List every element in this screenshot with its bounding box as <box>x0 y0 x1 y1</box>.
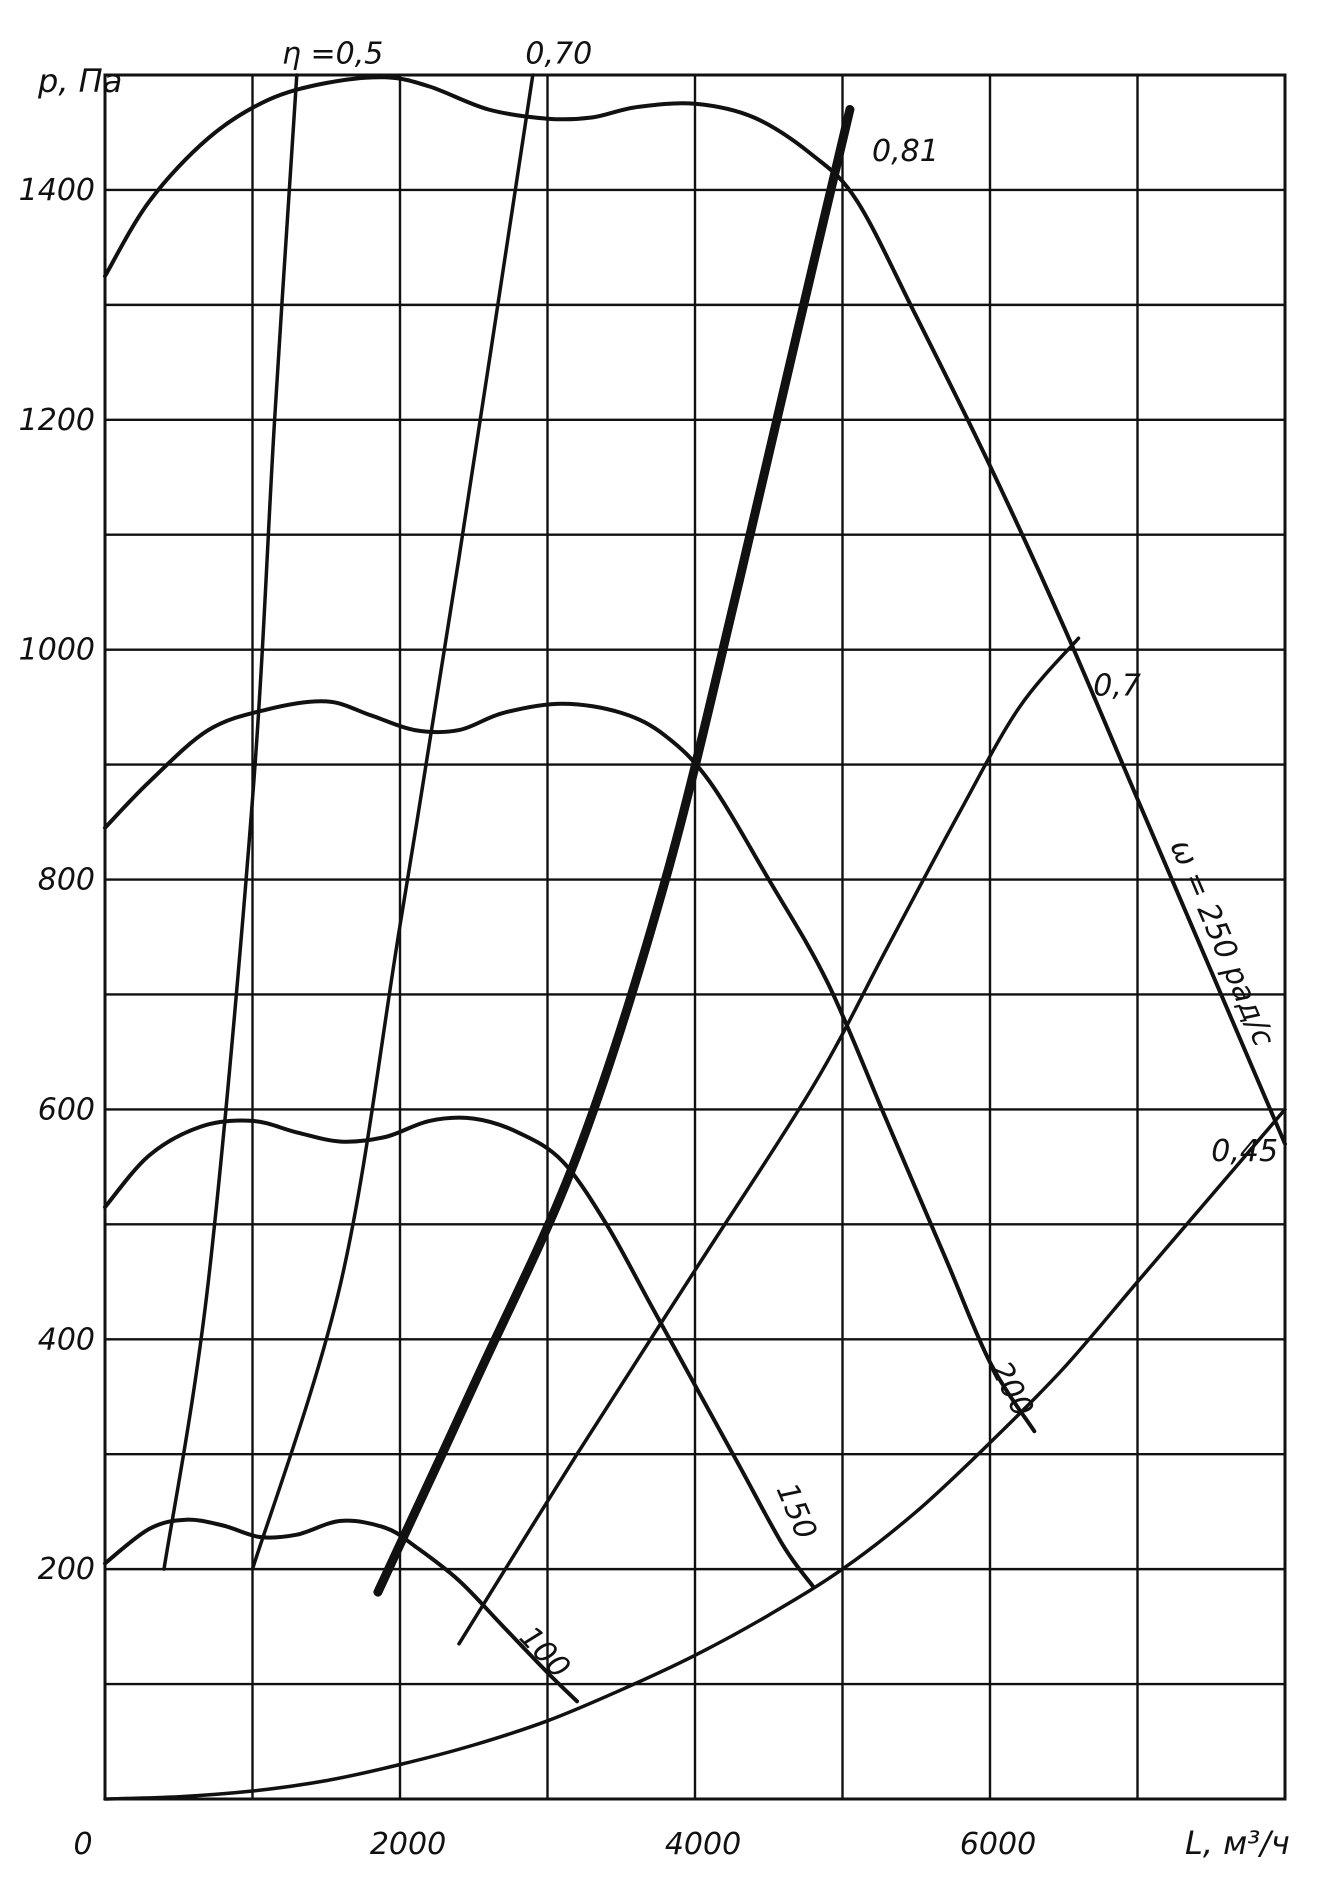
speed-curve-2 <box>103 1115 815 1589</box>
tick-labels: 0 2000 4000 6000 200 400 600 800 1000 1200 1400 <box>19 173 1037 1862</box>
y-tick-label: 1000 <box>19 633 95 668</box>
efficiency-curve-5 <box>103 1107 1287 1801</box>
x-axis-title: L, м³/ч <box>1185 1824 1290 1862</box>
plot-frame <box>103 73 1287 1801</box>
x-tick-label: 4000 <box>665 1827 741 1862</box>
efficiency-curve-1 <box>162 73 299 1571</box>
speed-curve-3 <box>103 699 1037 1434</box>
efficiency-label-0-7: 0,7 <box>1093 669 1141 704</box>
y-tick-label: 1400 <box>19 173 95 208</box>
efficiency-curve-4 <box>457 636 1081 1646</box>
y-tick-label: 800 <box>38 863 95 898</box>
efficiency-label-0-45: 0,45 <box>1211 1134 1278 1169</box>
efficiency-label-0-5: η =0,5 <box>282 37 383 72</box>
grid <box>105 75 1285 1799</box>
y-tick-label: 200 <box>38 1552 95 1587</box>
efficiency-curve-2 <box>250 73 535 1571</box>
speed-label-250: ω = 250 рад/с <box>1163 835 1282 1052</box>
efficiency-label-0-70: 0,70 <box>525 37 592 72</box>
speed-label-100: 100 <box>512 1620 577 1686</box>
x-tick-label: 0 <box>73 1827 92 1862</box>
y-tick-label: 600 <box>38 1092 95 1127</box>
curves <box>103 73 1287 1801</box>
efficiency-label-0-81: 0,81 <box>872 134 939 169</box>
efficiency-curve-3 <box>373 105 855 1597</box>
speed-curve-1 <box>103 1517 579 1704</box>
x-tick-label: 6000 <box>960 1827 1036 1862</box>
x-tick-label: 2000 <box>370 1827 446 1862</box>
y-tick-label: 1200 <box>19 403 95 438</box>
y-axis-title: p, Па <box>37 62 122 100</box>
y-tick-label: 400 <box>38 1322 95 1357</box>
